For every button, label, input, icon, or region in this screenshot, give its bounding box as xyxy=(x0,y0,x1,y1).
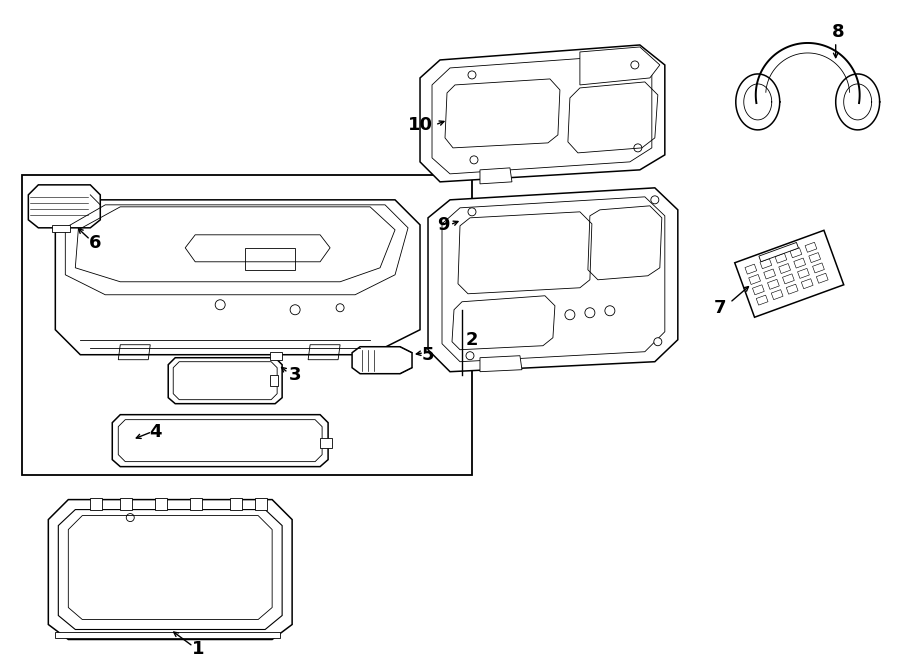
Polygon shape xyxy=(352,347,412,373)
Polygon shape xyxy=(801,279,813,289)
Text: 8: 8 xyxy=(832,23,844,41)
Bar xyxy=(22,175,472,475)
Polygon shape xyxy=(734,230,843,317)
Polygon shape xyxy=(809,253,821,262)
Circle shape xyxy=(651,196,659,204)
Circle shape xyxy=(466,352,474,360)
Polygon shape xyxy=(420,45,665,182)
Polygon shape xyxy=(28,185,100,228)
Polygon shape xyxy=(782,274,795,284)
Text: 4: 4 xyxy=(149,422,161,441)
Polygon shape xyxy=(168,358,282,404)
Polygon shape xyxy=(112,414,328,467)
Polygon shape xyxy=(787,284,798,294)
Polygon shape xyxy=(813,263,824,273)
Polygon shape xyxy=(121,498,132,510)
Polygon shape xyxy=(797,268,809,278)
Text: 7: 7 xyxy=(714,299,726,317)
Polygon shape xyxy=(806,243,817,253)
Polygon shape xyxy=(790,248,802,258)
Polygon shape xyxy=(480,168,512,184)
Polygon shape xyxy=(90,498,103,510)
Polygon shape xyxy=(256,498,267,510)
Polygon shape xyxy=(270,375,278,385)
Polygon shape xyxy=(230,498,242,510)
Polygon shape xyxy=(55,200,420,355)
Polygon shape xyxy=(49,500,292,639)
Circle shape xyxy=(653,338,662,346)
Polygon shape xyxy=(428,188,678,371)
Polygon shape xyxy=(155,498,167,510)
Polygon shape xyxy=(270,352,282,360)
Polygon shape xyxy=(480,356,522,371)
Polygon shape xyxy=(759,243,798,262)
Polygon shape xyxy=(756,295,768,305)
Circle shape xyxy=(634,144,642,152)
Polygon shape xyxy=(764,269,776,279)
Polygon shape xyxy=(752,285,764,295)
Polygon shape xyxy=(836,74,879,130)
Polygon shape xyxy=(580,47,660,85)
Polygon shape xyxy=(816,273,828,284)
Polygon shape xyxy=(745,264,757,274)
Circle shape xyxy=(468,71,476,79)
Polygon shape xyxy=(778,264,790,274)
Polygon shape xyxy=(775,253,787,263)
Circle shape xyxy=(470,156,478,164)
Polygon shape xyxy=(58,510,282,629)
Polygon shape xyxy=(771,290,783,299)
Circle shape xyxy=(468,208,476,216)
Text: 9: 9 xyxy=(436,216,449,234)
Text: 5: 5 xyxy=(422,346,435,364)
Text: 1: 1 xyxy=(192,641,204,658)
Bar xyxy=(55,633,280,639)
Bar xyxy=(245,248,295,270)
Text: 6: 6 xyxy=(89,234,102,252)
Polygon shape xyxy=(760,258,772,268)
Polygon shape xyxy=(320,438,332,447)
Circle shape xyxy=(631,61,639,69)
Polygon shape xyxy=(749,274,760,284)
Text: 3: 3 xyxy=(289,366,302,383)
Polygon shape xyxy=(768,280,779,290)
Text: 10: 10 xyxy=(408,116,433,134)
Polygon shape xyxy=(794,258,806,268)
Polygon shape xyxy=(736,74,779,130)
Text: 2: 2 xyxy=(465,330,478,349)
Polygon shape xyxy=(190,498,203,510)
Polygon shape xyxy=(52,225,70,232)
